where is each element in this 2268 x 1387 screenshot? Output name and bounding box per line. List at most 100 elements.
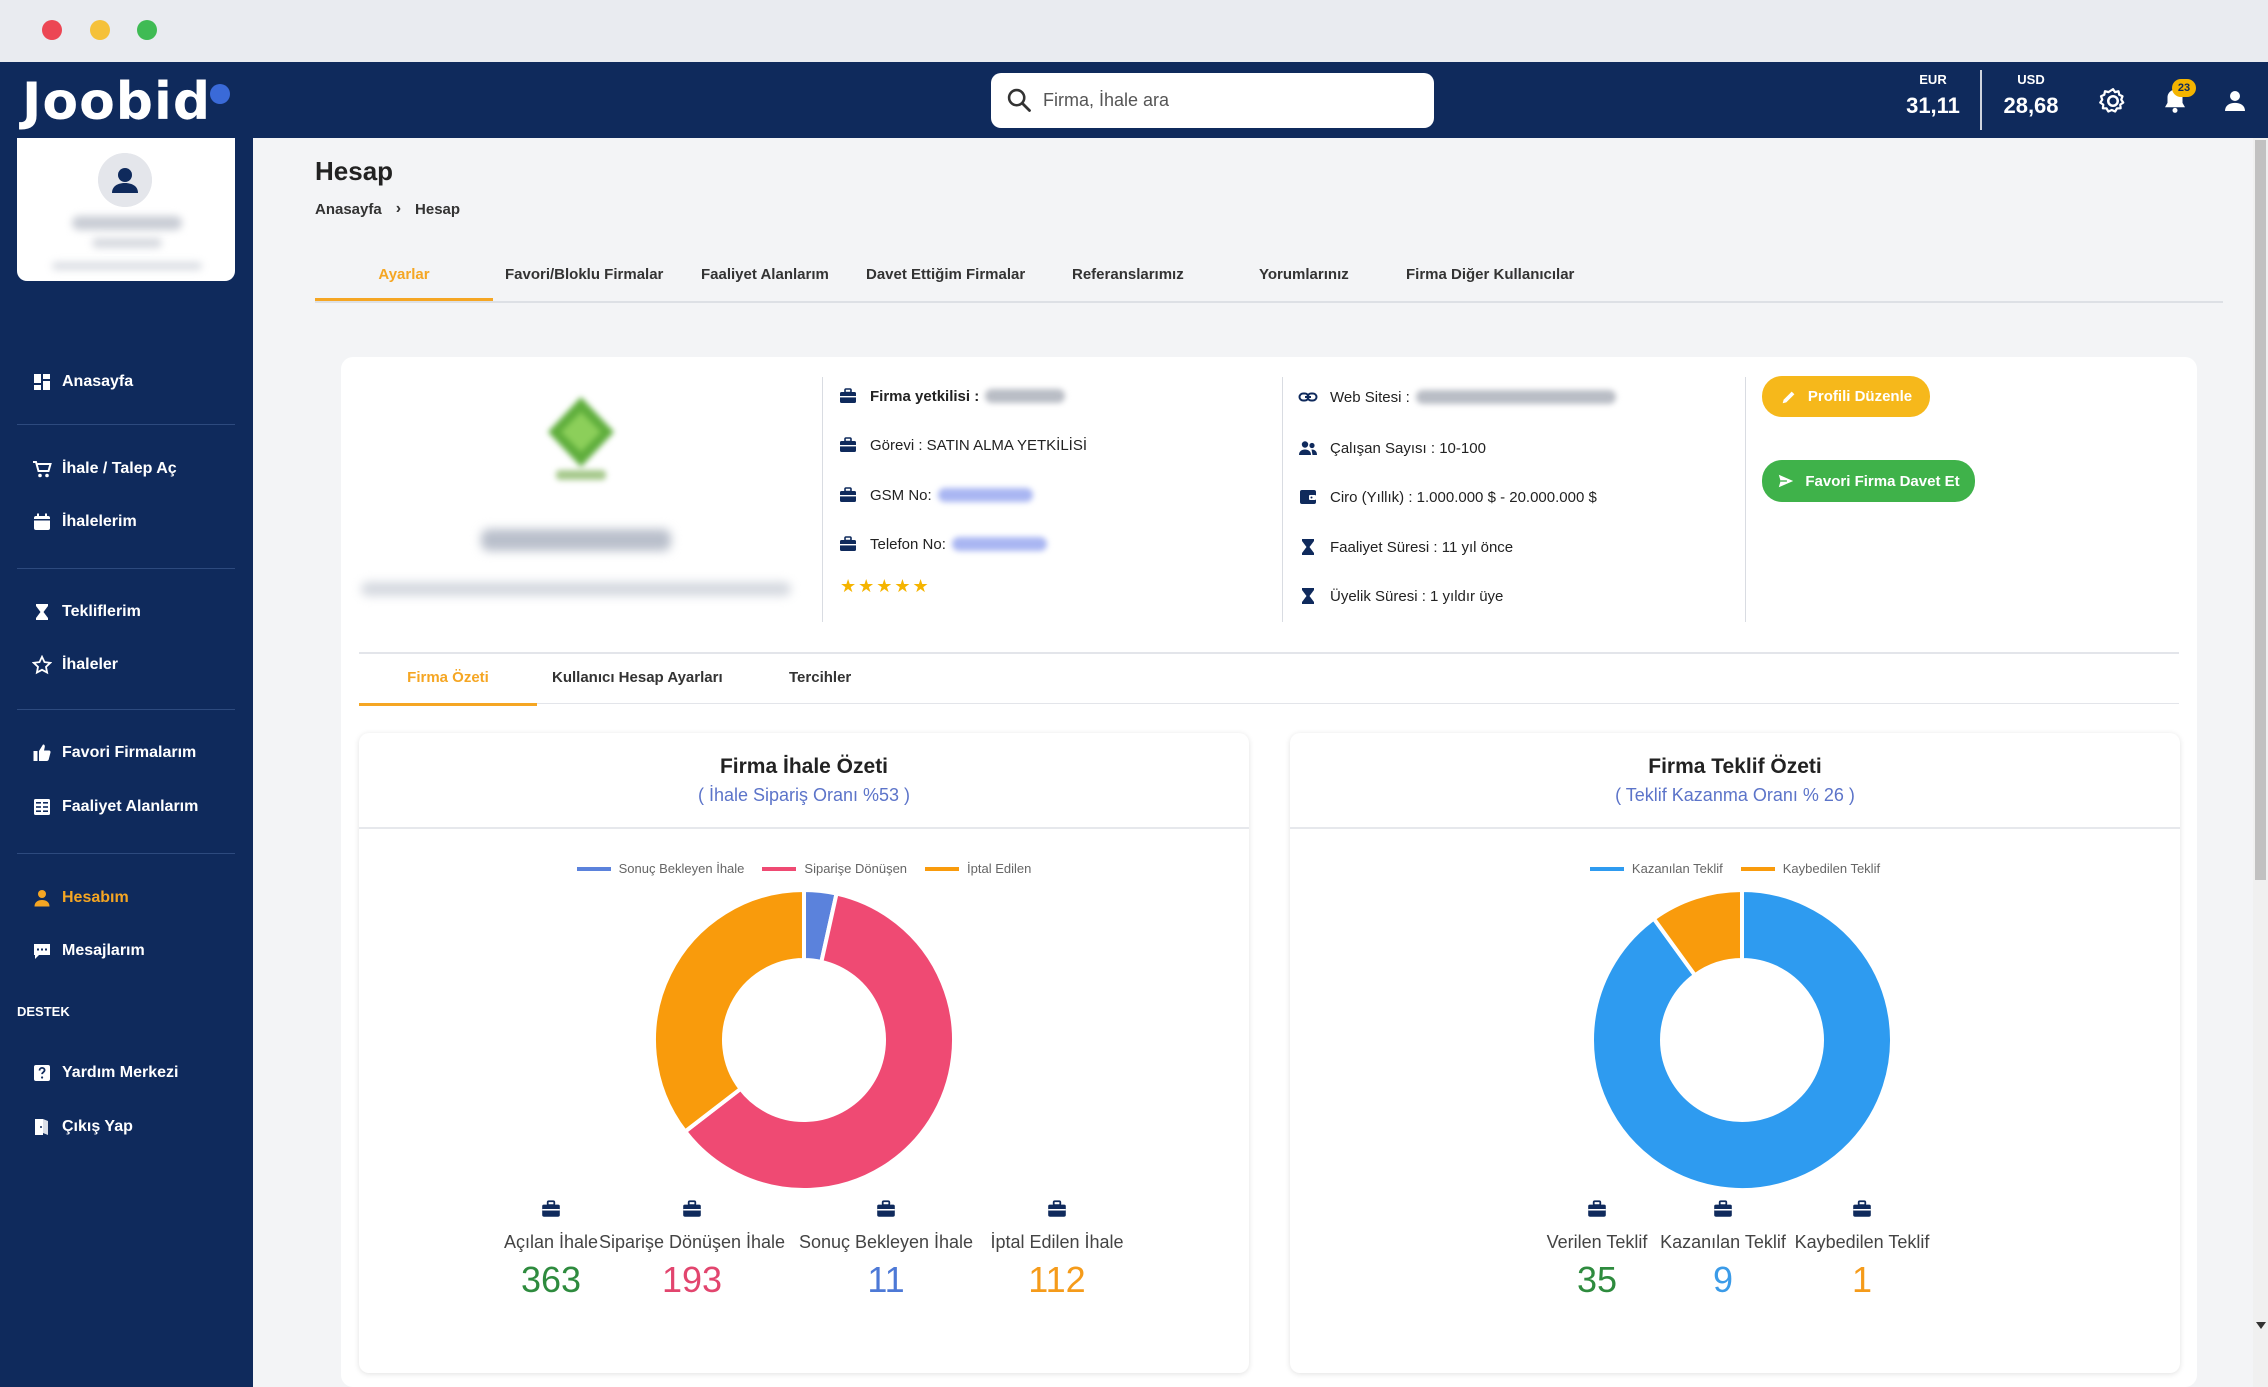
sidebar-item-label: Anasayfa (62, 373, 134, 390)
close-window-button[interactable] (42, 20, 62, 40)
avatar (98, 153, 152, 207)
info-label: GSM No: (870, 486, 932, 504)
sidebar-item-mesajlarim[interactable]: Mesajlarım (32, 936, 145, 966)
legend-item-siparise-donusen[interactable]: Siparişe Dönüşen (762, 861, 907, 876)
minimize-window-button[interactable] (90, 20, 110, 40)
subtab-tercihler[interactable]: Tercihler (789, 669, 852, 686)
tab-referanslarimiz[interactable]: Referanslarımız (1072, 266, 1184, 283)
company-name-redacted (481, 529, 671, 551)
legend-item-sonuc-bekleyen[interactable]: Sonuç Bekleyen İhale (576, 861, 744, 876)
sidebar-item-label: Yardım Merkezi (62, 1064, 179, 1081)
stat-iptal-edilen-ihale: İptal Edilen İhale 112 (977, 1198, 1137, 1301)
sidebar-item-yardim-merkezi[interactable]: Yardım Merkezi (32, 1058, 179, 1088)
info-label: Faaliyet Süresi : 11 yıl önce (1330, 538, 1514, 556)
divider (1282, 377, 1283, 622)
thumbs-up-icon (33, 744, 51, 761)
panel-divider (1290, 827, 2180, 829)
stat-value: 112 (1028, 1259, 1086, 1300)
tab-firma-diger-kullanicilar[interactable]: Firma Diğer Kullanıcılar (1406, 266, 1575, 283)
chart-legend: Kazanılan Teklif Kaybedilen Teklif (1290, 861, 2180, 876)
offer-donut-slice-1[interactable] (1590, 887, 1894, 1192)
info-web-sitesi: Web Sitesi : (1298, 387, 1616, 407)
account-tabs: Ayarlar Favori/Bloklu Firmalar Faaliyet … (315, 258, 2223, 303)
profile-company-redacted (52, 262, 202, 270)
briefcase-icon (542, 1200, 560, 1217)
sidebar-item-ihalelerim[interactable]: İhalelerim (32, 507, 137, 537)
edit-profile-button[interactable]: Profili Düzenle (1762, 376, 1930, 417)
info-telefon-no: Telefon No: (838, 534, 1047, 554)
redacted-gsm-link[interactable] (937, 488, 1033, 502)
usd-rate: USD 28,68 (1998, 72, 2064, 119)
eur-rate-value: 31,11 (1906, 93, 1960, 118)
tab-davet-ettigim-firmalar[interactable]: Davet Ettiğim Firmalar (866, 266, 1026, 283)
logo-badge (210, 84, 230, 104)
profile-name-redacted (72, 216, 182, 230)
invite-favorite-company-button[interactable]: Favori Firma Davet Et (1762, 460, 1975, 502)
pencil-icon (1782, 391, 1795, 403)
tab-ayarlar[interactable]: Ayarlar (378, 266, 430, 283)
legend-label: İptal Edilen (967, 861, 1032, 876)
stat-verilen-teklif: Verilen Teklif 35 (1537, 1198, 1657, 1301)
legend-item-kazanilan-teklif[interactable]: Kazanılan Teklif (1589, 861, 1723, 876)
search-icon[interactable] (1005, 86, 1033, 114)
invite-label: Favori Firma Davet Et (1805, 472, 1960, 490)
info-label: Telefon No: (870, 535, 946, 553)
sidebar-divider (17, 709, 235, 710)
stat-label: Kaybedilen Teklif (1794, 1232, 1930, 1252)
stat-label: Sonuç Bekleyen İhale (798, 1232, 974, 1252)
sidebar-item-ihale-talep-ac[interactable]: İhale / Talep Aç (32, 454, 177, 484)
tab-faaliyet-alanlarim[interactable]: Faaliyet Alanlarım (701, 266, 829, 283)
legend-item-iptal-edilen[interactable]: İptal Edilen (925, 861, 1031, 876)
user-icon (34, 890, 50, 907)
legend-item-kaybedilen-teklif[interactable]: Kaybedilen Teklif (1740, 861, 1880, 876)
info-label: Ciro (Yıllık) : 1.000.000 $ - 20.000.000… (1330, 488, 1597, 506)
offer-donut-slice-2[interactable] (1651, 887, 1744, 979)
sidebar-item-anasayfa[interactable]: Anasayfa (32, 367, 133, 397)
sidebar-item-ihaleler[interactable]: İhaleler (32, 650, 118, 680)
info-label: Görevi : SATIN ALMA YETKİLİSİ (870, 436, 1088, 454)
gear-icon[interactable] (2098, 86, 2128, 116)
sidebar-item-favori-firmalarim[interactable]: Favori Firmalarım (32, 738, 196, 768)
sidebar: Anasayfa İhale / Talep Aç İhalelerim Tek… (0, 138, 253, 1387)
sidebar-item-tekliflerim[interactable]: Tekliflerim (32, 597, 141, 627)
panel-subtitle: ( İhale Sipariş Oranı %53 ) (697, 785, 911, 805)
sidebar-profile-card[interactable] (17, 138, 235, 281)
search-input[interactable] (1043, 73, 1423, 128)
stat-value: 363 (520, 1259, 582, 1300)
eur-rate: EUR 31,11 (1900, 72, 1966, 119)
window-titlebar (0, 0, 2268, 62)
tab-yorumlariniz[interactable]: Yorumlarınız (1259, 266, 1349, 283)
tender-donut-slice-2[interactable] (682, 891, 956, 1192)
top-navbar: Joobid EUR 31,11 USD 28,68 23 (0, 62, 2268, 138)
panel-subtitle: ( Teklif Kazanma Oranı % 26 ) (1615, 785, 1855, 805)
logout-icon (35, 1119, 48, 1135)
tender-donut-slice-3[interactable] (652, 887, 806, 1135)
search-box (991, 73, 1434, 128)
sidebar-divider (17, 568, 235, 569)
info-label: Çalışan Sayısı : 10-100 (1330, 439, 1486, 457)
tab-favori-bloklu-firmalar[interactable]: Favori/Bloklu Firmalar (505, 266, 664, 283)
link-icon (1298, 392, 1318, 402)
send-icon (1779, 474, 1794, 488)
redacted-website[interactable] (1415, 390, 1616, 404)
scroll-down-arrow-icon[interactable] (2256, 1322, 2266, 1329)
sidebar-item-faaliyet-alanlarim[interactable]: Faaliyet Alanlarım (32, 792, 198, 822)
hourglass-icon (36, 604, 48, 620)
sidebar-item-hesabim[interactable]: Hesabım (32, 883, 129, 913)
sidebar-item-cikis-yap[interactable]: Çıkış Yap (32, 1112, 133, 1142)
redacted-phone-link[interactable] (951, 537, 1047, 551)
scrollbar-thumb[interactable] (2255, 140, 2266, 880)
subtab-kullanici-hesap-ayarlari[interactable]: Kullanıcı Hesap Ayarları (552, 669, 723, 686)
info-gorevi: Görevi : SATIN ALMA YETKİLİSİ (838, 435, 1087, 455)
brand-logo[interactable]: Joobid (22, 72, 212, 132)
panel-title: Firma İhale Özeti (719, 755, 889, 778)
stat-value: 1 (1851, 1259, 1873, 1300)
dashboard-icon (34, 374, 50, 390)
user-account-icon[interactable] (2220, 86, 2250, 116)
briefcase-icon (877, 1200, 895, 1217)
breadcrumb-home-link[interactable]: Anasayfa (315, 200, 382, 218)
legend-swatch (1740, 866, 1775, 871)
stat-value: 11 (867, 1259, 905, 1300)
subtab-firma-ozeti[interactable]: Firma Özeti (407, 669, 489, 686)
maximize-window-button[interactable] (137, 20, 157, 40)
